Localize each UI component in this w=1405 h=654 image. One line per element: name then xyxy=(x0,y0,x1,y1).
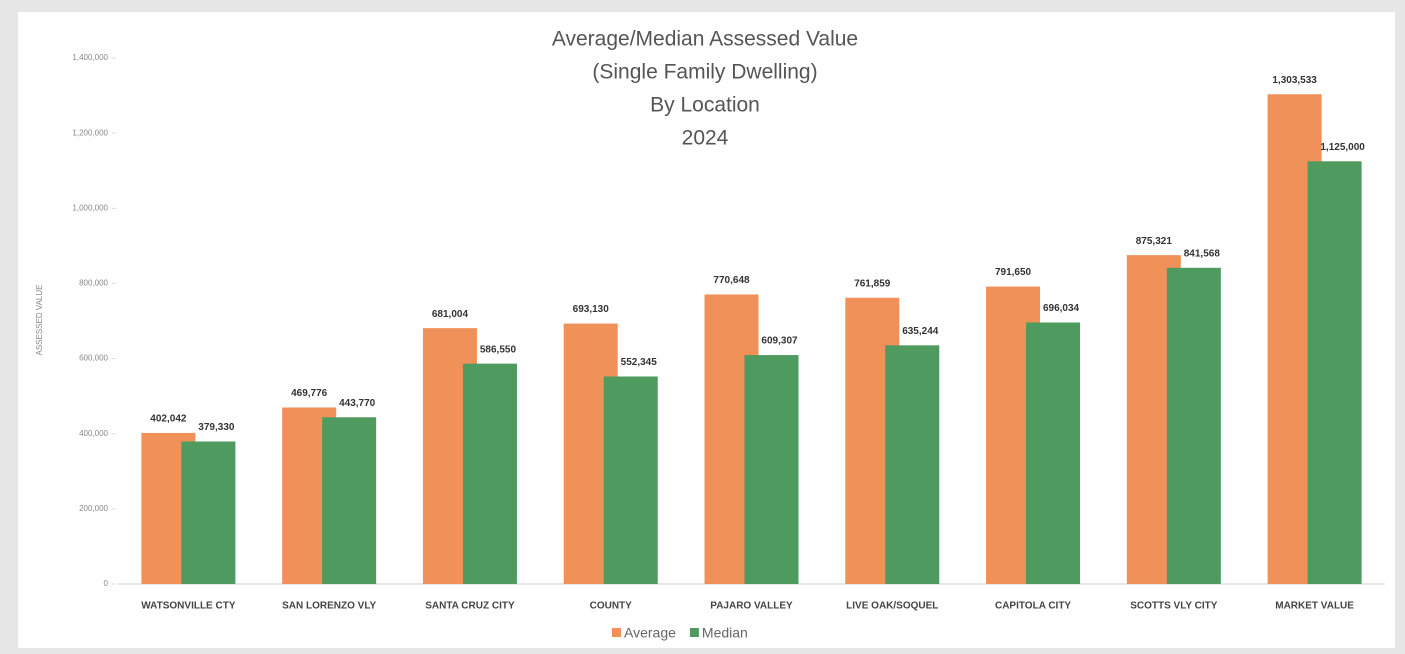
data-label: 402,042 xyxy=(150,414,187,425)
bar xyxy=(1166,267,1221,584)
bar xyxy=(1026,322,1081,584)
x-tick-label: SCOTTS VLY CITY xyxy=(1130,601,1218,612)
data-label: 379,330 xyxy=(198,422,235,433)
data-label: 1,303,533 xyxy=(1272,75,1317,86)
y-tick-label: 800,000 xyxy=(79,279,108,288)
data-label: 875,321 xyxy=(1136,236,1173,247)
y-tick-label: 200,000 xyxy=(79,504,108,513)
x-tick-label: LIVE OAK/SOQUEL xyxy=(846,601,938,612)
chart-title: (Single Family Dwelling) xyxy=(592,61,817,84)
y-tick-label: 0 xyxy=(104,579,109,588)
x-tick-label: PAJARO VALLEY xyxy=(710,601,793,612)
x-tick-label: SAN LORENZO VLY xyxy=(282,601,376,612)
bar xyxy=(603,376,658,584)
data-label: 469,776 xyxy=(291,388,328,399)
legend-swatch xyxy=(612,628,621,637)
bar xyxy=(181,441,236,584)
data-label: 693,130 xyxy=(573,304,610,315)
x-tick-label: SANTA CRUZ CITY xyxy=(425,601,515,612)
data-label: 609,307 xyxy=(761,336,798,347)
y-tick-label: 400,000 xyxy=(79,429,108,438)
y-tick-label: 1,200,000 xyxy=(72,128,108,137)
y-tick-label: 600,000 xyxy=(79,354,108,363)
x-tick-label: MARKET VALUE xyxy=(1275,601,1354,612)
data-label: 770,648 xyxy=(713,275,750,286)
data-label: 681,004 xyxy=(432,309,469,320)
data-label: 761,859 xyxy=(854,278,891,289)
legend-label: Average xyxy=(624,625,676,641)
x-tick-label: CAPITOLA CITY xyxy=(995,601,1071,612)
chart-title: By Location xyxy=(650,94,760,117)
legend-swatch xyxy=(689,628,699,637)
bar xyxy=(1307,161,1362,585)
data-label: 552,345 xyxy=(621,357,658,368)
x-tick-label: COUNTY xyxy=(590,601,633,612)
y-axis-label: ASSESSED VALUE xyxy=(35,285,44,356)
bar xyxy=(885,345,940,584)
data-label: 443,770 xyxy=(339,398,376,409)
data-label: 841,568 xyxy=(1184,248,1221,259)
data-label: 1,125,000 xyxy=(1320,142,1365,153)
bar xyxy=(322,417,377,584)
data-label: 791,650 xyxy=(995,267,1032,278)
bar xyxy=(462,363,517,584)
data-label: 586,550 xyxy=(480,344,517,355)
y-tick-label: 1,000,000 xyxy=(72,203,108,212)
y-tick-label: 1,400,000 xyxy=(72,53,108,62)
chart-title: 2024 xyxy=(682,127,729,150)
bar xyxy=(744,355,799,584)
data-label: 696,034 xyxy=(1043,303,1080,314)
legend-label: Median xyxy=(702,625,748,641)
data-label: 635,244 xyxy=(902,326,939,337)
chart-title: Average/Median Assessed Value xyxy=(552,28,858,51)
x-tick-label: WATSONVILLE CTY xyxy=(141,601,236,612)
